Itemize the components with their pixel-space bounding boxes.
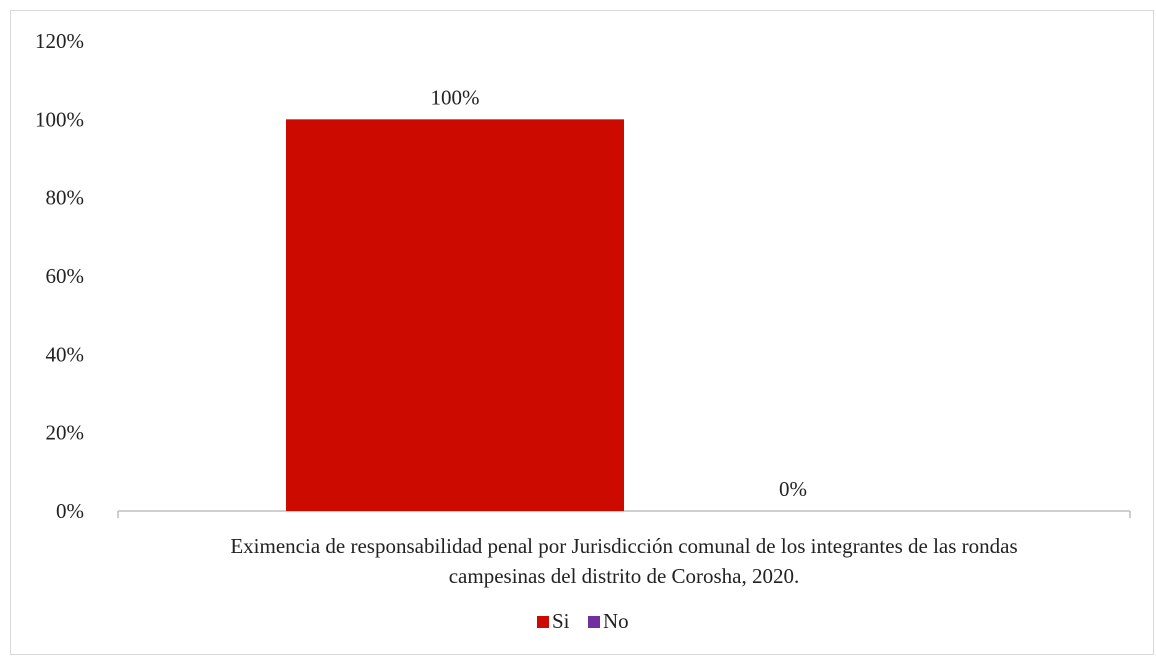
y-tick-label: 80%: [46, 186, 85, 210]
x-category-label: Eximencia de responsabilidad penal por J…: [230, 534, 1017, 558]
y-tick-label: 100%: [35, 107, 84, 131]
y-tick-label: 0%: [56, 499, 84, 523]
x-category-label: campesinas del distrito de Corosha, 2020…: [449, 564, 800, 588]
data-label-si: 100%: [431, 85, 480, 109]
legend-label-no: No: [603, 609, 629, 633]
y-tick-label: 120%: [35, 29, 84, 53]
bar-si: [286, 119, 624, 511]
legend-swatch-no: [588, 616, 600, 628]
data-label-no: 0%: [779, 477, 807, 501]
y-tick-label: 40%: [46, 342, 85, 366]
legend-swatch-si: [537, 616, 549, 628]
legend-label-si: Si: [552, 609, 570, 633]
y-tick-label: 20%: [46, 421, 85, 445]
y-tick-label: 60%: [46, 264, 85, 288]
